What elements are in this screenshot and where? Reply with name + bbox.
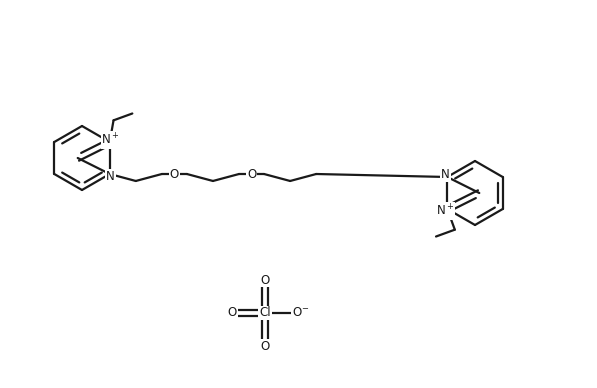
Text: O: O: [227, 307, 236, 319]
Text: O: O: [247, 168, 256, 180]
Text: N$^+$: N$^+$: [436, 203, 454, 219]
Text: N: N: [441, 168, 450, 182]
Text: O: O: [260, 340, 270, 353]
Text: N: N: [106, 170, 115, 182]
Text: O$^{-}$: O$^{-}$: [293, 307, 310, 319]
Text: Cl: Cl: [259, 307, 271, 319]
Text: O: O: [260, 274, 270, 286]
Text: O: O: [170, 168, 179, 180]
Text: N$^+$: N$^+$: [101, 132, 120, 148]
